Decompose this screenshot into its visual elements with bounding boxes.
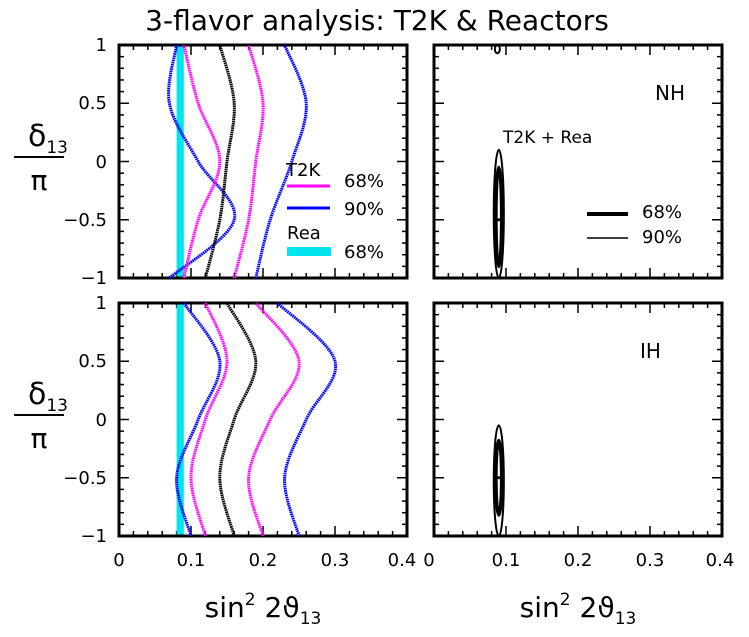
panel-bottom-left	[117, 301, 409, 538]
contour-island	[493, 44, 501, 55]
legend-rea-label: Rea	[287, 223, 321, 244]
y-label-numerator: δ13	[28, 119, 68, 158]
reactor-band	[176, 46, 184, 277]
contour-68	[494, 438, 504, 517]
legend-t2k-90-text: 90%	[344, 199, 384, 220]
contour-90	[492, 148, 505, 279]
x-tick-label: 0.1	[492, 550, 521, 571]
reactor-band	[176, 304, 184, 535]
x-axis-label-left: sin2 2ϑ13	[205, 590, 322, 629]
legend-rea-68-swatch	[287, 247, 331, 256]
x-tick-labels-right: 0 0.1 0.2 0.3 0.4	[423, 550, 734, 571]
y-tick-label: 1	[96, 35, 107, 56]
y-tick-label: 1	[96, 293, 107, 314]
y-tick-label: −1	[80, 268, 107, 289]
tick-marks	[118, 44, 723, 537]
y-tick-label: −0.5	[63, 210, 107, 231]
y-tick-label: 0.5	[78, 93, 107, 114]
x-tick-label: 0.1	[177, 550, 206, 571]
series-curve	[167, 44, 237, 280]
y-label-denominator: π	[31, 422, 48, 455]
y-label-numerator: δ13	[28, 377, 68, 416]
x-tick-labels-left: 0 0.1 0.2 0.3 0.4	[113, 550, 416, 571]
combo-label: T2K + Rea	[502, 128, 592, 148]
y-tick-label: −1	[80, 526, 107, 547]
contour-68	[494, 165, 504, 269]
series-curve	[254, 44, 308, 279]
legend-90-text: 90%	[642, 227, 682, 248]
best-fit-point	[497, 476, 501, 480]
y-tick-label: 0	[96, 152, 107, 173]
x-tick-label: 0.3	[321, 550, 350, 571]
x-tick-label: 0.4	[706, 550, 735, 571]
series-curve	[189, 302, 229, 537]
y-tick-labels-bottom: 1 0.5 0 −0.5 −1	[63, 293, 107, 547]
data-curves	[167, 44, 505, 538]
y-axis-label-top: δ13 π	[14, 119, 68, 197]
y-axis-label-bottom: δ13 π	[14, 377, 68, 455]
best-fit-point	[497, 218, 501, 222]
x-tick-label: 0.3	[636, 550, 665, 571]
legend-t2k-label: T2K	[285, 160, 321, 181]
legend-68-text: 68%	[642, 202, 682, 223]
x-tick-label: 0.4	[388, 550, 417, 571]
series-curve	[247, 302, 301, 537]
series-curve	[218, 302, 258, 537]
y-tick-label: 0.5	[78, 351, 107, 372]
panel-bottom-right	[432, 301, 724, 538]
y-tick-label: 0	[96, 410, 107, 431]
legend-t2k-68-text: 68%	[344, 171, 384, 192]
series-curve	[232, 44, 265, 279]
figure-title: 3-flavor analysis: T2K & Reactors	[145, 4, 609, 37]
y-label-denominator: π	[31, 164, 48, 197]
legend-right: NH T2K + Rea 68% 90% IH	[502, 81, 685, 363]
series-curve	[203, 44, 236, 279]
x-tick-label: 0.2	[564, 550, 593, 571]
y-tick-label: −0.5	[63, 468, 107, 489]
x-tick-label: 0	[423, 550, 434, 571]
x-axis-label-right: sin2 2ϑ13	[520, 590, 637, 629]
series-curve	[182, 44, 222, 279]
series-curve	[276, 301, 338, 537]
y-tick-labels-top: 1 0.5 0 −0.5 −1	[63, 35, 107, 289]
x-tick-label: 0	[113, 550, 124, 571]
legend-left: T2K 68% 90% Rea 68%	[285, 160, 384, 263]
x-tick-label: 0.2	[249, 550, 278, 571]
panel-label-ih: IH	[640, 339, 661, 363]
legend-rea-68-text: 68%	[344, 242, 384, 263]
series-curve	[175, 302, 222, 537]
contour-90	[492, 424, 505, 538]
panel-label-nh: NH	[655, 81, 685, 105]
